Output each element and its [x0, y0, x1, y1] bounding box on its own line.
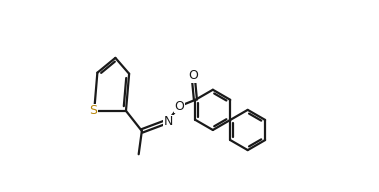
Text: O: O: [175, 100, 185, 113]
Text: O: O: [188, 69, 198, 82]
Text: N: N: [164, 115, 173, 128]
Text: S: S: [89, 104, 97, 117]
